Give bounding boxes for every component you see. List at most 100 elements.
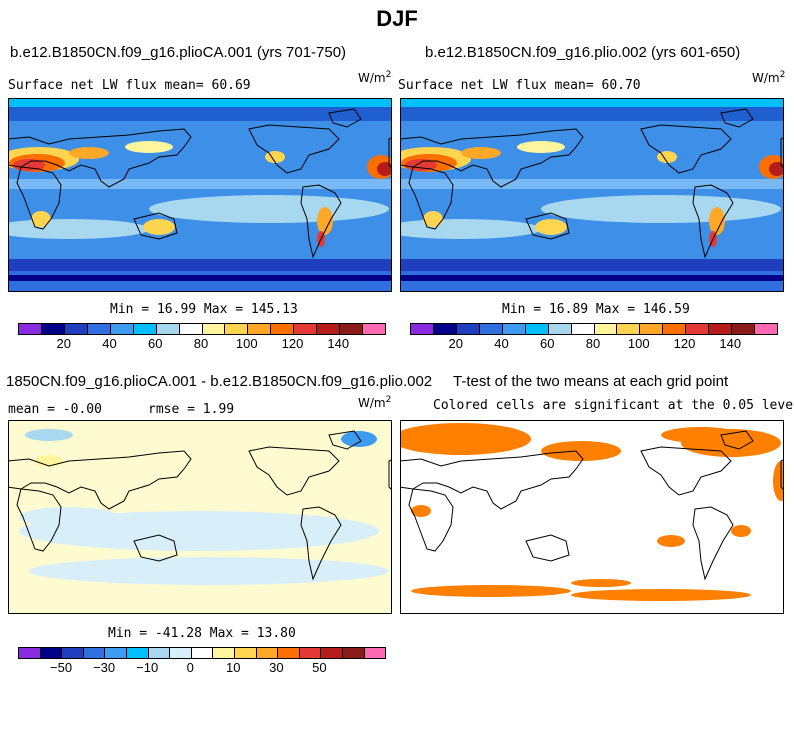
colorbar-swatch [433,324,457,334]
colorbar-swatch [363,324,385,334]
colorbar-swatch [179,324,203,334]
coastline [692,506,734,581]
colorbar-swatch [225,324,249,334]
panel-2-subtitle: Surface net LW flux mean= 60.70 [398,78,641,93]
southern-ocean-band [9,259,391,273]
colorbar-tick-label: −10 [136,660,159,675]
colorbar-tick-label: 0 [186,660,194,675]
colorbar-swatch [133,324,157,334]
colorbar-swatch [19,648,41,658]
colorbar-swatch [732,324,756,334]
colorbar-swatch [87,324,111,334]
colorbar-swatch [617,324,641,334]
arabia-field [461,147,501,159]
figure-title: DJF [376,6,418,31]
colorbar-tick-label: 60 [540,336,555,351]
colorbar-swatch [364,648,386,658]
coastline [16,488,62,552]
colorbar-swatch [19,324,42,334]
panel-3-colorbar [18,647,386,659]
panel-2-map [400,98,784,292]
colorbar-swatch [502,324,526,334]
colorbar-swatch [148,648,171,658]
colorbar-swatch [271,324,295,334]
panel-3-map [8,420,392,614]
panel-3-minmax: Min = -41.28 Max = 13.80 [108,626,296,641]
panel-1-title: b.e12.B1850CN.f09_g16.plioCA.001 (yrs 70… [10,44,347,61]
colorbar-swatch [191,648,214,658]
asia-field [125,141,173,153]
colorbar-swatch [213,648,235,658]
significant-region [657,535,685,547]
panel-1-minmax: Min = 16.99 Max = 145.13 [110,302,298,317]
coastline [328,430,362,450]
colorbar-swatch [110,324,134,334]
colorbar-swatch [640,324,664,334]
colorbar-swatch [571,324,595,334]
coastline [640,446,732,496]
panel-4-map [400,420,784,614]
colorbar-swatch [248,324,272,334]
colorbar-swatch [294,324,318,334]
colorbar-swatch [41,324,65,334]
panel-2-minmax: Min = 16.89 Max = 146.59 [502,302,690,317]
coastline [525,534,570,562]
colorbar-swatch [321,648,343,658]
antarctic-band [401,275,783,281]
diff-light-band [29,557,389,585]
antarctic-band [9,275,391,281]
colorbar-tick-label: 80 [193,336,209,351]
colorbar-swatch [256,648,279,658]
significant-region [571,589,751,601]
sahara-field [769,162,783,176]
colorbar-swatch [202,324,226,334]
significant-region [731,525,751,537]
australia-field [535,219,567,235]
panel-3-units: W/m2 [358,395,392,410]
coastline [692,184,734,259]
colorbar-swatch [340,324,364,334]
coastline [640,124,732,174]
sahara-field [377,162,391,176]
colorbar-swatch [156,324,180,334]
colorbar-tick-label: 60 [148,336,163,351]
southern-africa-field [423,211,443,227]
southern-ocean-band [401,259,783,273]
significant-region [411,505,431,517]
colorbar-swatch [64,324,88,334]
colorbar-swatch [456,324,480,334]
coastline [16,166,62,230]
significant-region [571,579,631,587]
colorbar-tick-label: 140 [327,336,350,351]
colorbar-tick-label: 140 [719,336,742,351]
diff-warm-patch [35,455,63,467]
colorbar-swatch [126,648,149,658]
coastline [720,430,754,450]
colorbar-swatch [342,648,365,658]
subtropic-band [149,195,389,223]
colorbar-swatch [317,324,341,334]
coastline [300,184,342,259]
panel-2-colorbar [410,323,778,335]
coastline [388,459,391,490]
coastline [780,459,783,490]
coastline [248,446,340,496]
asia-field [517,141,565,153]
colorbar-tick-label: 10 [226,660,241,675]
colorbar-swatch [525,324,549,334]
coastline [9,128,192,188]
colorbar-swatch [234,648,257,658]
diff-light-band [19,507,119,527]
arctic-band [401,99,783,107]
colorbar-tick-label: 120 [673,336,696,351]
panel-3-mean: mean = -0.00 [8,402,102,417]
significant-region [411,585,571,597]
diff-arctic-patch [25,429,73,441]
coastline [720,108,754,128]
subtropic-band [541,195,781,223]
colorbar-swatch [686,324,710,334]
panel-4-title: T-test of the two means at each grid poi… [453,373,729,390]
itcz-band [401,179,783,189]
coastline [133,212,178,240]
coastline [401,128,584,188]
